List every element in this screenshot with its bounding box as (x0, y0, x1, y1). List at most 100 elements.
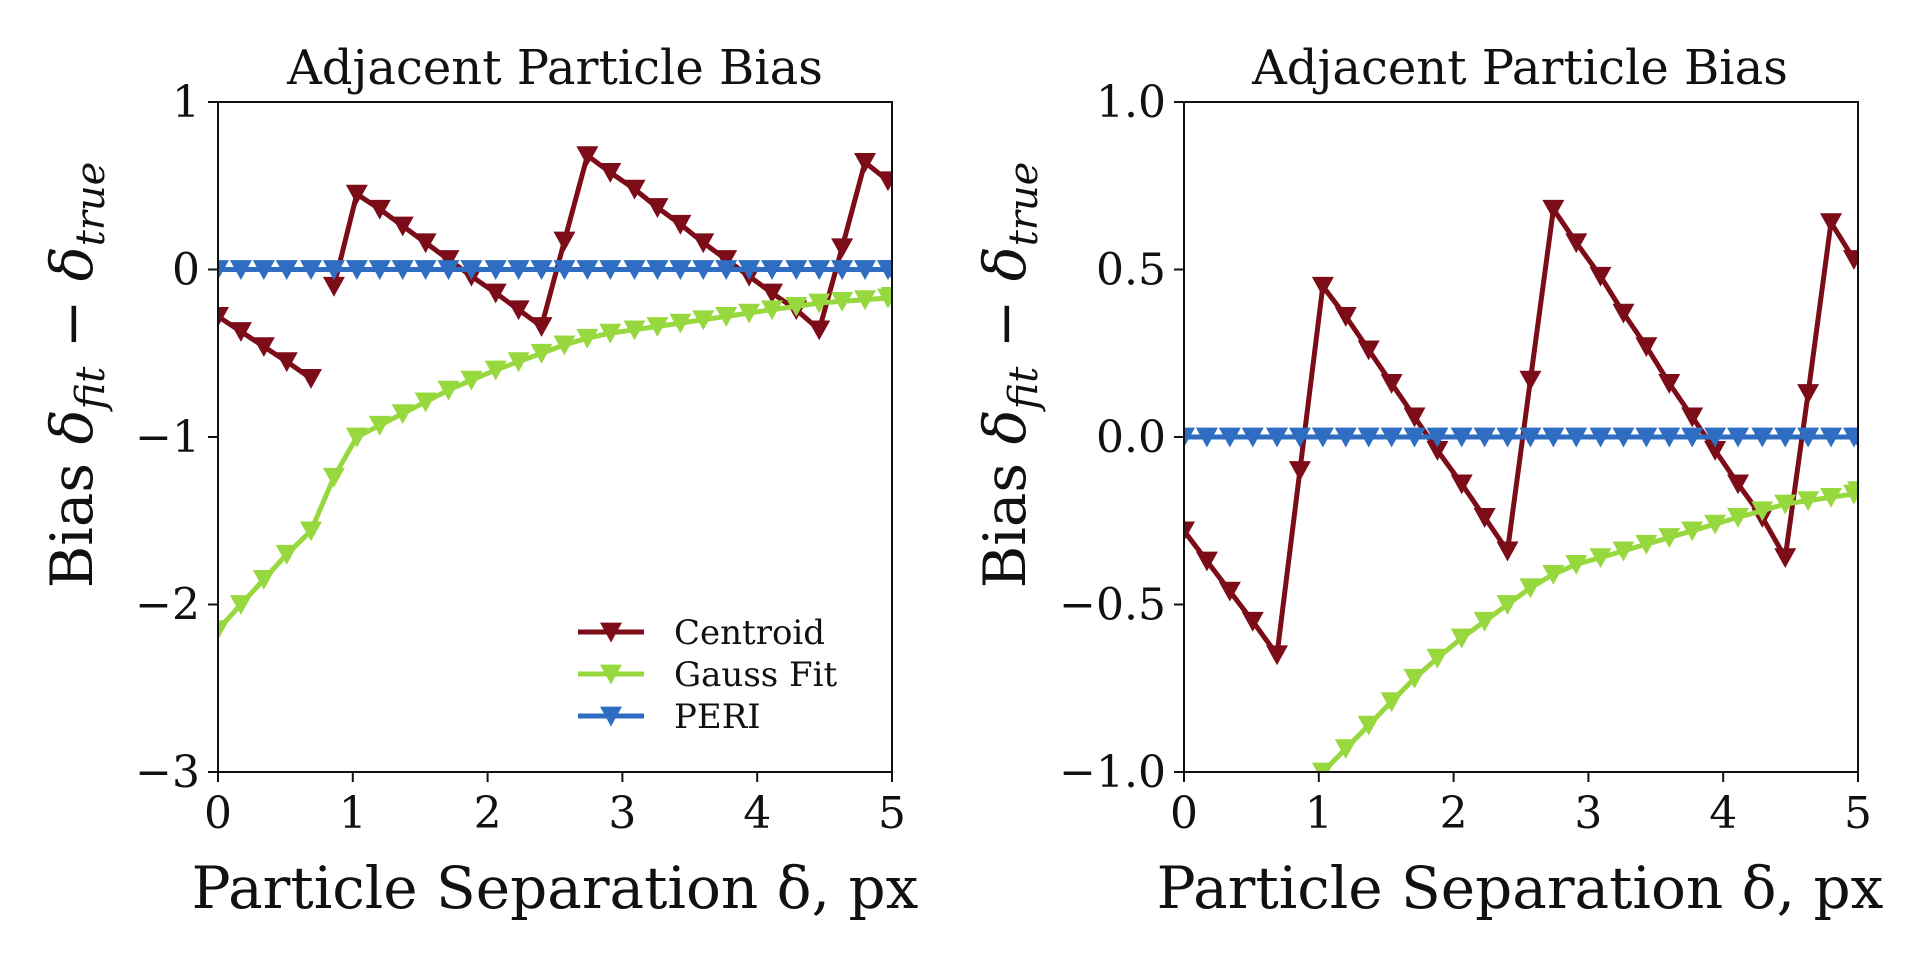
right-gauss-fit-marker (1774, 494, 1797, 515)
right-peri-marker (1797, 427, 1820, 448)
left-gauss-fit-marker (881, 286, 892, 307)
right-gauss-fit-marker (1727, 508, 1750, 528)
left-centroid-marker (692, 233, 715, 254)
left-peri-marker (460, 260, 483, 280)
right-gauss-fit-marker (1847, 481, 1858, 502)
left-y-label-delta-fit: δ (38, 409, 106, 444)
right-gauss-fit-marker (1681, 521, 1704, 542)
right-y-label-delta-fit: δ (971, 409, 1039, 444)
right-centroid-marker (1565, 233, 1588, 254)
left-gauss-fit-marker (530, 343, 553, 364)
left-peri-marker (831, 260, 854, 280)
right-centroid-marker (1797, 384, 1820, 404)
left-series-gauss-fit (218, 286, 892, 641)
right-centroid-marker (1820, 213, 1843, 234)
right-plot-area: 0 1 2 3 4 5 1.0 0.5 0.0 −0.5 −1.0 (1059, 77, 1872, 839)
left-gauss-fit-marker (808, 293, 831, 314)
left-centroid-marker (553, 231, 576, 252)
left-x-axis-label: Particle Separation δ, px (192, 854, 919, 922)
right-centroid-line (1184, 206, 1857, 658)
left-centroid-marker (808, 320, 831, 341)
right-gauss-fit-marker (1473, 611, 1496, 632)
right-centroid-marker (1842, 250, 1858, 270)
right-centroid-marker (1450, 474, 1473, 495)
right-peri-marker (1542, 427, 1565, 448)
right-gauss-fit-line (1321, 488, 1858, 772)
right-peri-marker (1612, 427, 1635, 448)
legend-peri-label: PERI (674, 697, 761, 737)
right-y-tick-label: 0.0 (1096, 412, 1166, 463)
left-peri-marker (715, 260, 738, 280)
left-peri-marker (345, 260, 368, 280)
left-y-tick-label: 0 (172, 245, 200, 296)
right-y-label-prefix: Bias (971, 444, 1039, 588)
left-centroid-marker (218, 307, 229, 327)
right-gauss-fit-marker (1334, 739, 1357, 759)
left-centroid-marker (345, 184, 368, 205)
left-x-tick-label: 1 (339, 788, 367, 839)
left-y-axis-label: Bias δfit − δtrue (38, 162, 114, 589)
left-gauss-fit-marker (553, 335, 576, 356)
left-x-tick-label: 5 (878, 788, 906, 839)
right-peri-marker (1635, 427, 1658, 448)
left-gauss-fit-marker (785, 297, 808, 317)
left-gauss-fit-marker (275, 544, 298, 565)
left-plot-area: 0 1 2 3 4 5 1 0 −1 −2 −3 (135, 77, 906, 839)
left-y-tick-label: −1 (135, 412, 200, 463)
left-centroid-marker (391, 216, 414, 237)
left-peri-marker (275, 260, 298, 280)
legend-centroid-swatch-marker (600, 622, 622, 643)
left-centroid-marker (576, 146, 599, 167)
left-centroid-marker (484, 283, 507, 304)
right-y-tick-label: −1.0 (1059, 747, 1166, 798)
right-gauss-fit-marker (1797, 491, 1820, 512)
left-peri-marker (576, 260, 599, 280)
left-gauss-fit-marker (252, 570, 275, 590)
left-centroid-marker (507, 300, 530, 321)
left-y-label-sub-true: true (68, 162, 114, 247)
right-peri-marker (1311, 427, 1334, 448)
left-peri-marker (785, 260, 808, 280)
right-centroid-marker (1266, 645, 1289, 666)
left-gauss-fit-marker (484, 360, 507, 381)
left-peri-marker (484, 260, 507, 280)
right-centroid-marker (1241, 611, 1264, 632)
right-y-tick-label: 1.0 (1096, 77, 1166, 128)
left-centroid-marker (300, 369, 323, 389)
left-centroid-marker (368, 199, 391, 220)
left-peri-marker (692, 260, 715, 280)
left-peri-marker (229, 260, 252, 280)
right-gauss-fit-marker (1589, 548, 1612, 569)
right-gauss-fit-marker (1380, 692, 1403, 713)
right-centroid-marker (1473, 508, 1496, 528)
left-centroid-marker (831, 238, 854, 259)
right-peri-marker (1589, 427, 1612, 448)
right-centroid-marker (1519, 370, 1542, 391)
left-centroid-marker (322, 276, 345, 297)
right-peri-marker (1334, 427, 1357, 448)
left-gauss-fit-marker (229, 595, 252, 615)
right-y-label-sub-fit: fit (1001, 366, 1047, 413)
left-x-tick-label: 3 (608, 788, 636, 839)
right-centroid-marker (1612, 303, 1635, 324)
right-y-tick-label: −0.5 (1059, 580, 1166, 631)
right-peri-marker (1266, 427, 1289, 448)
left-gauss-fit-marker (576, 328, 599, 349)
left-peri-marker (738, 260, 761, 280)
right-peri-marker (1519, 427, 1542, 448)
right-y-label-sub-true: true (1001, 162, 1047, 247)
right-centroid-marker (1635, 337, 1658, 357)
left-gauss-fit-line (218, 293, 892, 632)
left-peri-marker (808, 260, 831, 280)
left-y-label-prefix: Bias (38, 444, 106, 588)
left-gauss-fit-marker (414, 392, 437, 413)
right-centroid-marker (1218, 581, 1241, 602)
left-series-peri (218, 260, 892, 280)
right-centroid-marker (1704, 441, 1727, 461)
right-series-centroid (1184, 199, 1858, 666)
right-peri-marker (1403, 427, 1426, 448)
left-centroid-marker (761, 283, 784, 304)
left-gauss-fit-marker (738, 303, 761, 324)
right-peri-marker (1681, 427, 1704, 448)
